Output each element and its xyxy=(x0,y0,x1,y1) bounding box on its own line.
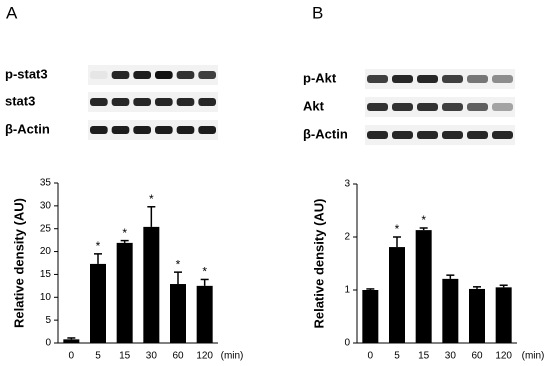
x-tick-label: 0 xyxy=(69,351,75,362)
blot-band xyxy=(392,131,413,139)
significance-mark: * xyxy=(122,226,127,240)
bar xyxy=(415,230,432,343)
blot-band xyxy=(367,103,388,111)
y-tick-label: 25 xyxy=(40,223,52,234)
blot-band xyxy=(392,75,413,83)
significance-mark: * xyxy=(421,213,426,227)
y-tick-label: 15 xyxy=(40,269,52,280)
y-tick-label: 3 xyxy=(344,179,350,190)
y-axis-label: Relative density (AU) xyxy=(311,198,326,328)
blot-band xyxy=(467,75,488,83)
blot-band xyxy=(176,71,195,79)
blot-band xyxy=(198,98,216,106)
y-tick-label: 2 xyxy=(344,232,350,243)
x-tick-label: 5 xyxy=(394,351,400,362)
blot-background xyxy=(88,65,218,85)
blot-band xyxy=(111,98,130,106)
blot-band xyxy=(176,126,195,134)
blot-band xyxy=(155,98,173,106)
bar xyxy=(196,285,213,343)
blot-band xyxy=(417,131,438,139)
blot-label: β-Actin xyxy=(303,126,348,141)
bar xyxy=(116,242,133,343)
blot-band xyxy=(467,103,488,111)
blot-band xyxy=(392,103,413,111)
blot-background xyxy=(365,97,515,117)
blot-band xyxy=(198,71,216,79)
y-tick-label: 30 xyxy=(40,200,52,211)
blot-band xyxy=(417,75,438,83)
x-tick-label: 30 xyxy=(146,351,158,362)
x-axis-label: (min) xyxy=(221,351,244,362)
bar xyxy=(469,288,485,343)
blot-band xyxy=(111,126,130,134)
significance-mark: * xyxy=(149,192,154,206)
blot-label: β-Actin xyxy=(5,121,50,136)
significance-mark: * xyxy=(176,257,181,271)
blot-band xyxy=(111,71,130,79)
blot-label: stat3 xyxy=(5,93,35,108)
panel-label: A xyxy=(6,3,18,22)
blot-band xyxy=(133,71,151,79)
x-tick-label: 30 xyxy=(445,351,457,362)
significance-mark: * xyxy=(202,265,207,279)
bar xyxy=(389,247,405,343)
blot-band xyxy=(467,131,488,139)
bar xyxy=(63,339,80,343)
blot-band xyxy=(442,131,463,139)
x-axis-label: (min) xyxy=(522,351,545,362)
blot-band xyxy=(442,103,463,111)
y-tick-label: 10 xyxy=(40,292,52,303)
x-tick-label: 120 xyxy=(495,351,512,362)
x-tick-label: 15 xyxy=(119,351,131,362)
blot-label: p-stat3 xyxy=(5,66,48,81)
blot-band xyxy=(155,126,173,134)
y-tick-label: 1 xyxy=(344,285,350,296)
blot-band xyxy=(367,131,388,139)
blot-band xyxy=(133,126,151,134)
blot-band xyxy=(90,98,108,106)
blot-band xyxy=(198,126,216,134)
blot-band xyxy=(90,126,108,134)
blot-background xyxy=(88,120,218,140)
y-axis-label: Relative density (AU) xyxy=(11,198,26,328)
blot-background xyxy=(365,69,515,89)
blot-band xyxy=(442,75,463,83)
y-tick-label: 5 xyxy=(45,315,51,326)
significance-mark: * xyxy=(96,239,101,253)
bar xyxy=(170,284,186,343)
blot-band xyxy=(367,75,388,83)
blot-band xyxy=(176,98,195,106)
y-tick-label: 20 xyxy=(40,246,52,257)
blot-background xyxy=(365,125,515,145)
blot-band xyxy=(90,71,108,79)
y-tick-label: 0 xyxy=(344,338,350,349)
blot-band xyxy=(492,131,513,139)
blot-band xyxy=(155,71,173,79)
bar xyxy=(143,226,160,343)
bar xyxy=(90,263,106,343)
bar xyxy=(442,278,459,343)
x-tick-label: 5 xyxy=(95,351,101,362)
blot-label: Akt xyxy=(303,98,325,113)
y-tick-label: 35 xyxy=(40,178,52,189)
blot-background xyxy=(88,92,218,112)
x-tick-label: 60 xyxy=(172,351,184,362)
bar xyxy=(495,287,512,343)
y-tick-label: 0 xyxy=(45,338,51,349)
blot-label: p-Akt xyxy=(303,70,337,85)
x-tick-label: 0 xyxy=(368,351,374,362)
x-tick-label: 60 xyxy=(471,351,483,362)
bar xyxy=(362,290,379,343)
blot-band xyxy=(492,103,513,111)
blot-band xyxy=(492,75,513,83)
x-tick-label: 120 xyxy=(196,351,213,362)
blot-band xyxy=(133,98,151,106)
blot-band xyxy=(417,103,438,111)
panel-label: B xyxy=(312,3,323,22)
significance-mark: * xyxy=(395,222,400,236)
x-tick-label: 15 xyxy=(418,351,430,362)
